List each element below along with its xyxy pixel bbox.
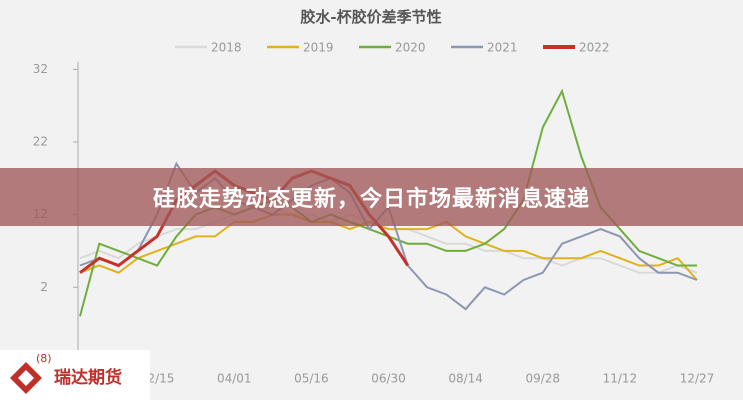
x-tick-label: 09/28 (525, 372, 560, 386)
x-tick-label: 08/14 (448, 372, 483, 386)
logo-name: 瑞达期货 (54, 367, 122, 388)
y-tick-label: 22 (33, 134, 48, 148)
y-tick-label: 32 (33, 62, 48, 76)
legend-label: 2022 (579, 41, 610, 55)
logo-icon (10, 362, 42, 394)
logo: (8) 瑞达期货 (0, 350, 150, 400)
series-line (79, 213, 698, 281)
chart-title: 胶水-杯胶价差季节性 (300, 8, 441, 26)
legend-label: 2020 (395, 41, 426, 55)
x-tick-label: 11/12 (603, 372, 638, 386)
x-tick-label: 05/16 (294, 372, 329, 386)
legend-label: 2018 (211, 41, 242, 55)
legend-label: 2019 (303, 41, 334, 55)
legend-label: 2021 (487, 41, 518, 55)
x-tick-label: 12/27 (680, 372, 715, 386)
x-tick-label: 06/30 (371, 372, 406, 386)
banner: 硅胶走势动态更新，今日市场最新消息速递 (0, 168, 743, 226)
x-tick-label: 04/01 (217, 372, 252, 386)
logo-badge: (8) (36, 352, 52, 365)
y-tick-label: 2 (40, 280, 48, 294)
